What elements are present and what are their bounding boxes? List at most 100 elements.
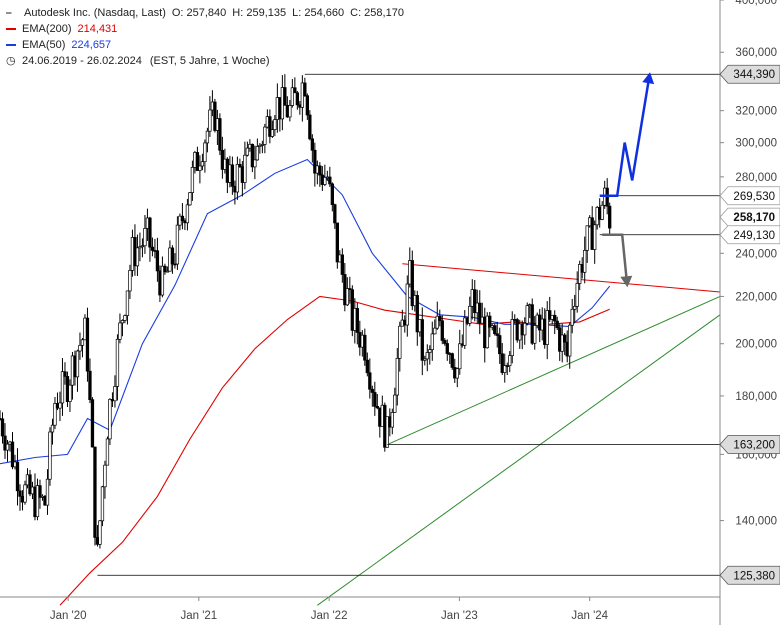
legend-ema50-label: EMA(50) (22, 39, 66, 51)
candle-body (578, 264, 582, 284)
candle-body (493, 325, 497, 335)
candle-body (38, 485, 42, 498)
candle-body (75, 350, 80, 378)
candle-body (393, 394, 397, 413)
candle-body (488, 315, 492, 328)
price-tag-box (719, 64, 780, 84)
candle-body (365, 359, 369, 374)
candle-body (5, 443, 10, 451)
candle-body (575, 283, 579, 307)
candle-body (15, 461, 20, 492)
bearish-arrow (602, 233, 629, 286)
candle-body (148, 217, 152, 248)
candle-body (328, 176, 332, 185)
candle-body (135, 247, 140, 267)
candle-body (463, 317, 467, 346)
legend-instrument: Autodesk Inc. (Nasdaq, Last) (24, 7, 166, 19)
candle-body (120, 320, 125, 324)
candle-body (563, 334, 567, 343)
legend-low: L: 254,660 (292, 7, 345, 19)
candle-body (455, 368, 459, 379)
candle-body (573, 305, 577, 310)
candle-body (288, 105, 292, 118)
candle-body (218, 118, 222, 151)
legend-ohlc-row: ⎯ Autodesk Inc. (Nasdaq, Last) O: 257,84… (6, 5, 410, 21)
candle-body (170, 247, 175, 265)
y-tick-label: 220,000 (735, 291, 777, 303)
candle-body (263, 126, 267, 145)
price-tag-box (719, 565, 780, 585)
candle-body (105, 438, 110, 466)
legend-open: O: 257,840 (171, 7, 227, 19)
candle-body (478, 302, 482, 324)
candle-body (268, 116, 272, 137)
candle-body (523, 322, 527, 336)
candle-body (430, 333, 434, 350)
candle-body (213, 101, 217, 131)
legend-range-row: ◷ 24.06.2019 - 26.02.2024 (EST, 5 Jahre,… (6, 53, 410, 69)
x-tick-label: Jan '24 (571, 610, 608, 622)
candle-body (428, 349, 432, 353)
candle-body (445, 343, 449, 354)
candle-body (345, 288, 349, 306)
y-tick-label: 320,000 (735, 106, 777, 118)
candle-body (125, 290, 130, 316)
candle-body (313, 149, 317, 174)
candle-body (173, 263, 177, 266)
candle-body (150, 246, 155, 251)
price-tag-label: 344,390 (733, 69, 775, 81)
candle-body (138, 246, 142, 249)
candle-body (375, 406, 379, 409)
candle-body (108, 399, 112, 440)
candle-body (205, 130, 210, 144)
y-tick-label: 400,000 (735, 0, 777, 7)
candle-body (190, 167, 195, 193)
candle-body (583, 250, 587, 273)
legend-close: C: 258,170 (350, 7, 404, 19)
candle-body (258, 144, 262, 147)
candle-body (500, 353, 504, 373)
candle-body (85, 317, 90, 372)
legend-ema50-row: EMA(50) 224,657 (6, 37, 410, 53)
candle-body (503, 365, 507, 373)
green-support-lower-line (317, 314, 721, 606)
candle-body (293, 87, 297, 94)
candle-body (373, 392, 377, 407)
candle-body (28, 474, 32, 495)
candle-body (68, 384, 72, 402)
candle-body (53, 403, 57, 426)
candle-body (100, 486, 105, 522)
candle-body (398, 325, 402, 359)
price-tag-label: 163,200 (733, 440, 775, 452)
candle-body (203, 142, 207, 163)
y-tick-label: 140,000 (735, 516, 777, 528)
candle-body (118, 322, 122, 340)
candle-body (308, 114, 312, 140)
legend-range: 24.06.2019 - 26.02.2024 (22, 55, 142, 67)
candle-body (495, 333, 499, 336)
price-line-icon: ⎯ (6, 7, 12, 19)
candle-body (253, 159, 257, 168)
candle-body (18, 490, 22, 497)
candle-body (435, 315, 439, 329)
candle-body (290, 87, 295, 106)
candle-body (510, 319, 514, 356)
candle-body (270, 129, 275, 137)
candle-body (175, 224, 180, 265)
candle-body (63, 371, 67, 377)
legend-ema200-label: EMA(200) (22, 23, 72, 35)
x-tick-label: Jan '22 (311, 610, 348, 622)
candle-body (50, 424, 55, 433)
candle-body (48, 431, 52, 480)
trend-lines (317, 263, 721, 606)
chart-legend: ⎯ Autodesk Inc. (Nasdaq, Last) O: 257,84… (6, 5, 410, 69)
candle-body (0, 418, 5, 437)
candle-body (3, 435, 7, 451)
arrows (599, 72, 655, 288)
candle-body (260, 144, 265, 146)
candle-body (420, 319, 424, 361)
green-support-upper-line (387, 295, 721, 445)
candle-body (128, 270, 132, 292)
candle-body (245, 147, 250, 156)
